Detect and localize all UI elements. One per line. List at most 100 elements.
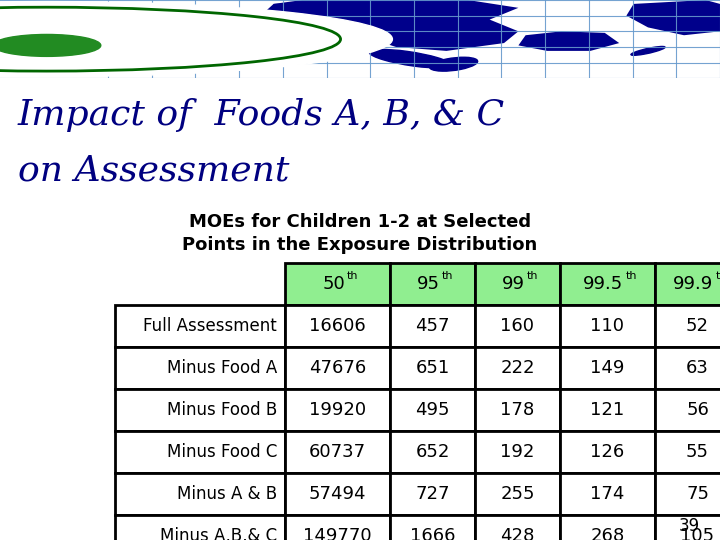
Bar	[475, 515, 560, 540]
Text: 149: 149	[590, 359, 625, 377]
Bar	[560, 389, 655, 431]
Text: 178: 178	[500, 401, 535, 419]
Bar	[655, 389, 720, 431]
Bar	[475, 305, 560, 347]
Polygon shape	[252, 0, 360, 39]
Text: 121: 121	[590, 401, 625, 419]
Text: th: th	[441, 271, 453, 281]
Bar	[390, 347, 475, 389]
Bar	[390, 515, 475, 540]
Text: 56: 56	[686, 401, 709, 419]
Text: 50: 50	[322, 275, 345, 293]
Text: Minus A & B: Minus A & B	[177, 485, 277, 503]
Text: MOEs for Children 1-2 at Selected: MOEs for Children 1-2 at Selected	[189, 213, 531, 231]
Text: th: th	[526, 271, 538, 281]
Ellipse shape	[369, 50, 451, 68]
Bar	[285, 264, 390, 305]
Text: 126: 126	[590, 443, 625, 461]
Text: 174: 174	[590, 485, 625, 503]
Text: on Assessment: on Assessment	[18, 153, 289, 187]
Bar	[655, 515, 720, 540]
Text: 428: 428	[500, 527, 535, 540]
Text: 222: 222	[500, 359, 535, 377]
Bar	[115, 473, 285, 515]
Ellipse shape	[430, 57, 477, 71]
Bar	[560, 305, 655, 347]
Text: 19920: 19920	[309, 401, 366, 419]
Text: th: th	[716, 271, 720, 281]
Text: Minus Food B: Minus Food B	[167, 401, 277, 419]
Bar	[115, 347, 285, 389]
Text: 55: 55	[686, 443, 709, 461]
Text: 57494: 57494	[309, 485, 366, 503]
Text: 727: 727	[415, 485, 450, 503]
Text: 99.9: 99.9	[673, 275, 714, 293]
Text: 457: 457	[415, 318, 450, 335]
Bar	[390, 473, 475, 515]
Bar	[115, 431, 285, 473]
Text: Points in the Exposure Distribution: Points in the Exposure Distribution	[182, 237, 538, 254]
Bar	[285, 431, 390, 473]
Polygon shape	[252, 0, 518, 51]
Bar	[285, 515, 390, 540]
Text: 149770: 149770	[303, 527, 372, 540]
Bar	[115, 389, 285, 431]
Bar	[655, 305, 720, 347]
Text: 110: 110	[590, 318, 624, 335]
Text: 47676: 47676	[309, 359, 366, 377]
Text: 99.5: 99.5	[583, 275, 624, 293]
Text: 52: 52	[686, 318, 709, 335]
Bar	[560, 515, 655, 540]
Text: 192: 192	[500, 443, 535, 461]
Text: 75: 75	[686, 485, 709, 503]
Bar	[390, 389, 475, 431]
Bar	[475, 431, 560, 473]
Bar	[655, 264, 720, 305]
Bar	[285, 305, 390, 347]
Bar	[655, 431, 720, 473]
Bar	[285, 347, 390, 389]
Bar	[560, 473, 655, 515]
Text: 16606: 16606	[309, 318, 366, 335]
Bar	[285, 473, 390, 515]
Ellipse shape	[0, 35, 101, 56]
Text: 105: 105	[680, 527, 714, 540]
Text: 39: 39	[679, 517, 700, 535]
Text: th: th	[626, 271, 637, 281]
Bar	[560, 431, 655, 473]
Bar	[390, 264, 475, 305]
Bar	[285, 389, 390, 431]
Text: Minus Food A: Minus Food A	[167, 359, 277, 377]
Text: th: th	[346, 271, 358, 281]
Text: 255: 255	[500, 485, 535, 503]
Polygon shape	[626, 0, 720, 35]
Text: Impact of  Foods A, B, & C: Impact of Foods A, B, & C	[18, 98, 505, 132]
Bar	[475, 389, 560, 431]
Text: Minus Food C: Minus Food C	[166, 443, 277, 461]
Bar	[475, 264, 560, 305]
Bar	[115, 305, 285, 347]
Bar	[655, 347, 720, 389]
Text: 268: 268	[590, 527, 625, 540]
Circle shape	[0, 2, 392, 77]
Text: 60737: 60737	[309, 443, 366, 461]
Text: 160: 160	[500, 318, 534, 335]
Bar	[560, 264, 655, 305]
Polygon shape	[518, 31, 619, 51]
Bar	[560, 347, 655, 389]
Text: 99: 99	[502, 275, 525, 293]
Bar	[390, 305, 475, 347]
Text: 495: 495	[415, 401, 450, 419]
Text: 95: 95	[417, 275, 440, 293]
Bar	[390, 431, 475, 473]
Ellipse shape	[631, 46, 665, 55]
Bar	[475, 347, 560, 389]
Text: 63: 63	[686, 359, 709, 377]
Text: Full Assessment: Full Assessment	[143, 318, 277, 335]
Text: 651: 651	[415, 359, 449, 377]
Text: Minus A,B,& C: Minus A,B,& C	[160, 527, 277, 540]
Bar	[655, 473, 720, 515]
Text: 1666: 1666	[410, 527, 455, 540]
Text: EPA: EPA	[41, 35, 53, 40]
Text: 652: 652	[415, 443, 450, 461]
